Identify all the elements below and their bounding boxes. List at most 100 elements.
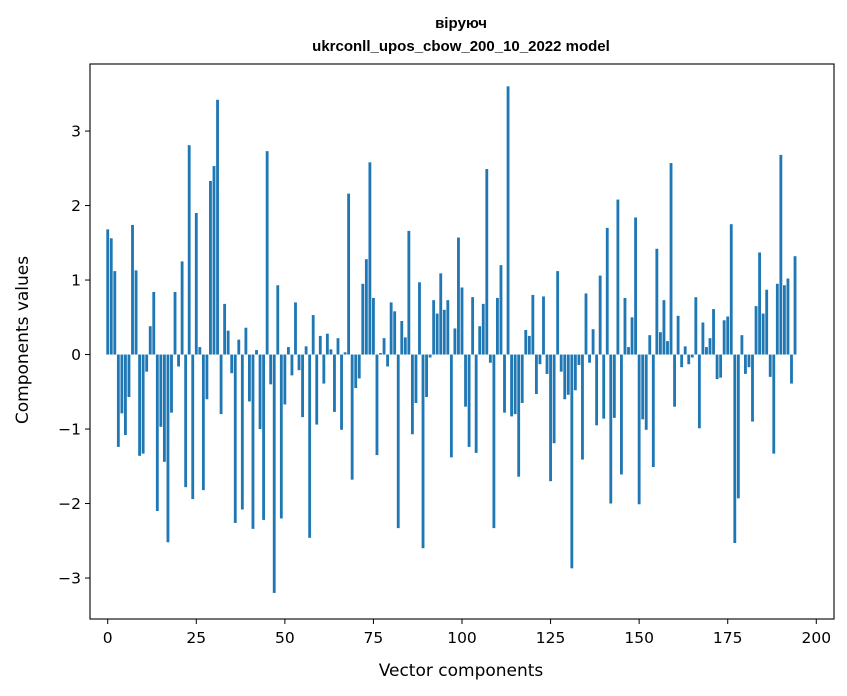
bar-25 [194, 212, 198, 355]
bar-184 [758, 252, 762, 355]
x-tick-label: 200 [801, 629, 831, 647]
bar-2 [113, 271, 117, 355]
bar-148 [630, 317, 634, 355]
bar-26 [198, 347, 202, 355]
bar-118 [524, 329, 528, 355]
bar-53 [294, 302, 297, 355]
bar-103 [471, 297, 475, 355]
bar-167 [697, 354, 701, 429]
bar-158 [666, 341, 669, 355]
bar-58 [311, 315, 315, 355]
bars-group [106, 86, 797, 593]
bar-83 [400, 321, 404, 355]
chart-title: віpуюч [435, 15, 487, 32]
bar-21 [180, 261, 184, 355]
bar-73 [364, 259, 368, 355]
bar-127 [556, 271, 560, 355]
bar-160 [673, 354, 676, 407]
x-tick-label: 175 [713, 629, 743, 647]
bar-193 [790, 354, 793, 384]
bar-95 [442, 309, 446, 355]
bar-5 [124, 354, 127, 435]
bar-187 [768, 354, 772, 377]
bar-113 [506, 86, 510, 355]
bar-7 [131, 224, 134, 355]
bar-10 [141, 354, 145, 454]
bar-157 [662, 300, 666, 355]
bar-142 [609, 354, 613, 504]
bar-11 [145, 354, 149, 372]
bar-27 [201, 354, 205, 491]
bar-85 [407, 230, 411, 355]
bar-98 [453, 328, 457, 355]
bar-108 [488, 354, 492, 363]
bar-34 [226, 330, 230, 355]
bar-60 [318, 335, 322, 355]
chart-subtitle: ukrconll_upos_cbow_200_10_2022 model [312, 38, 610, 55]
bar-177 [733, 354, 737, 544]
bar-181 [747, 354, 751, 368]
bar-166 [694, 297, 698, 355]
bar-156 [658, 332, 662, 355]
bar-106 [481, 303, 485, 355]
bar-48 [276, 285, 280, 355]
bar-19 [173, 291, 177, 355]
bar-120 [531, 294, 535, 355]
bar-105 [478, 326, 482, 355]
x-tick-label: 125 [536, 629, 566, 647]
bar-129 [563, 354, 567, 400]
bar-0 [106, 229, 110, 355]
y-tick-label: −2 [58, 495, 81, 513]
bar-190 [779, 154, 783, 355]
bar-162 [680, 354, 684, 368]
bar-134 [581, 354, 584, 460]
bar-56 [304, 346, 308, 355]
bar-186 [765, 289, 769, 355]
bar-72 [361, 283, 365, 355]
bar-178 [736, 354, 740, 499]
bar-176 [729, 224, 733, 355]
bar-80 [389, 302, 393, 355]
bar-139 [598, 275, 602, 355]
bar-45 [265, 151, 269, 355]
y-axis-ticks: −3 −2 −1 0 1 2 3 [58, 123, 90, 588]
bar-163 [683, 346, 687, 355]
bar-136 [588, 354, 591, 363]
bar-109 [492, 354, 496, 529]
bar-183 [754, 306, 758, 355]
bar-63 [329, 349, 333, 355]
y-tick-label: −1 [58, 421, 81, 439]
bar-149 [634, 217, 638, 355]
y-tick-label: 3 [71, 123, 81, 141]
bar-116 [517, 354, 521, 477]
bar-69 [350, 354, 354, 480]
bar-140 [602, 354, 606, 419]
bar-99 [457, 237, 460, 355]
bar-182 [751, 354, 754, 422]
x-tick-label: 150 [624, 629, 654, 647]
bar-174 [722, 320, 726, 355]
bar-42 [255, 350, 258, 355]
bar-84 [403, 337, 407, 355]
bar-154 [651, 354, 655, 468]
bar-82 [396, 354, 400, 529]
bar-59 [315, 354, 319, 425]
bar-9 [138, 354, 142, 456]
bar-38 [240, 354, 244, 510]
bar-75 [372, 297, 375, 355]
bar-132 [573, 354, 577, 391]
bar-77 [379, 353, 382, 355]
bar-29 [209, 180, 212, 355]
bar-12 [148, 326, 152, 355]
bar-171 [712, 309, 715, 355]
bar-33 [223, 303, 227, 355]
x-axis-ticks: 0 25 50 75 100 125 150 175 200 [103, 619, 831, 647]
bar-110 [496, 297, 499, 355]
y-axis-label: Components values [13, 256, 33, 424]
bar-17 [166, 354, 170, 543]
bar-173 [719, 354, 723, 378]
bar-97 [449, 354, 453, 458]
x-tick-label: 100 [447, 629, 477, 647]
bar-14 [155, 354, 159, 511]
bar-172 [715, 354, 719, 380]
